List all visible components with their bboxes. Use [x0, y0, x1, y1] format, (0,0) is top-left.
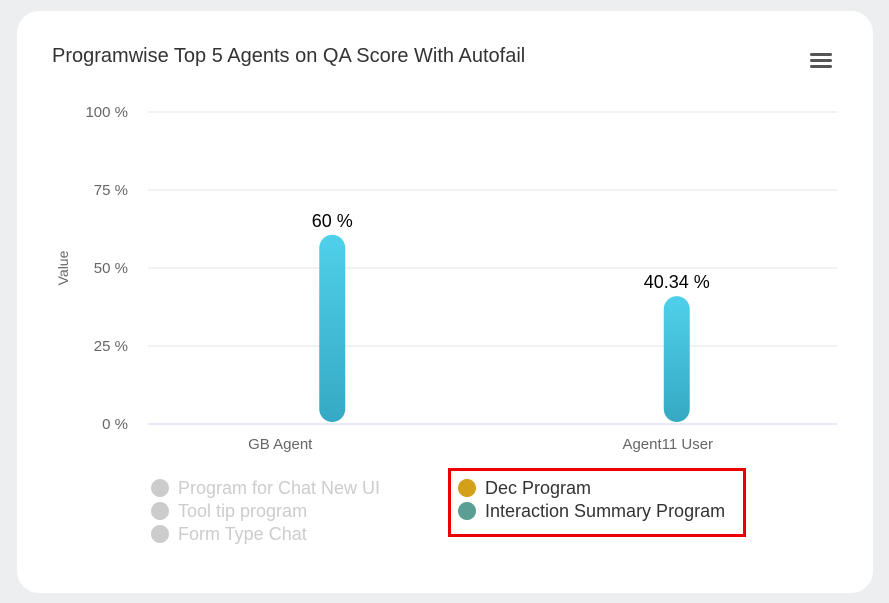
y-tick-label: 25 %: [94, 338, 128, 355]
data-labels: 60 % 40.34 %: [312, 211, 710, 292]
chart-menu-button[interactable]: [808, 50, 836, 72]
legend-label: Interaction Summary Program: [485, 500, 726, 521]
legend-dot-icon: [458, 479, 476, 497]
legend-item-interaction-summary-program[interactable]: Interaction Summary Program: [458, 500, 725, 522]
y-tick-label: 50 %: [94, 260, 128, 277]
y-axis-ticks: 0 % 25 % 50 % 75 % 100 %: [85, 104, 128, 433]
legend-dot-icon: [458, 502, 476, 520]
bar-series: [319, 234, 690, 422]
x-tick-label: Agent11 User: [622, 436, 713, 453]
legend-dot-icon: [151, 525, 169, 543]
y-tick-label: 100 %: [85, 104, 128, 121]
legend-label: Dec Program: [485, 477, 592, 498]
y-axis-label: Value: [55, 250, 71, 285]
legend-label: Program for Chat New UI: [178, 477, 381, 498]
hamburger-icon-line: [810, 65, 832, 68]
legend-item-program-for-chat-new-ui[interactable]: Program for Chat New UI: [151, 477, 380, 499]
bar[interactable]: [663, 296, 690, 422]
legend-label: Tool tip program: [178, 500, 308, 521]
data-label: 40.34 %: [644, 272, 710, 292]
legend-dot-icon: [151, 479, 169, 497]
legend-highlight-box: [448, 468, 746, 537]
legend-label: Form Type Chat: [178, 523, 307, 544]
x-axis-ticks: GB Agent Agent11 User: [248, 436, 713, 453]
hamburger-icon-line: [810, 59, 832, 62]
legend-dot-icon: [151, 502, 169, 520]
legend-item-tool-tip-program[interactable]: Tool tip program: [151, 500, 307, 522]
bar[interactable]: [319, 234, 346, 422]
grid-lines: [148, 111, 837, 425]
legend-item-dec-program[interactable]: Dec Program: [458, 477, 591, 499]
data-label: 60 %: [312, 211, 353, 231]
legend-item-form-type-chat[interactable]: Form Type Chat: [151, 523, 307, 545]
y-tick-label: 75 %: [94, 182, 128, 199]
hamburger-icon-line: [810, 53, 832, 56]
x-tick-label: GB Agent: [248, 436, 313, 453]
y-tick-label: 0 %: [102, 416, 128, 433]
chart-title: Programwise Top 5 Agents on QA Score Wit…: [52, 45, 526, 67]
